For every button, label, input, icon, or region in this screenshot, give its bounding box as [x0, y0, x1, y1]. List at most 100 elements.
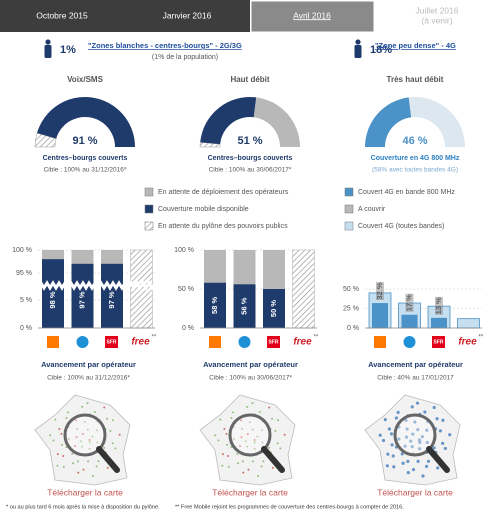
y-tick-label: 50 %: [343, 286, 359, 293]
bar: [263, 289, 285, 328]
gauge-segment: [408, 97, 465, 147]
map-dot: [75, 436, 78, 439]
map-dot: [396, 410, 400, 414]
tab-label[interactable]: Octobre 2015: [36, 10, 88, 20]
map-dot: [256, 435, 259, 438]
map-dot: [79, 440, 82, 443]
axis-break: [36, 280, 160, 291]
map-dot: [60, 432, 63, 435]
map-dot: [260, 429, 263, 432]
map-dot: [268, 446, 271, 449]
map-dot: [258, 410, 261, 413]
legend-swatch: [344, 221, 354, 231]
map-dot: [394, 416, 399, 420]
map-dot: [271, 417, 274, 420]
tab-label[interactable]: Avril 2016: [293, 10, 331, 20]
y-tick-label: 100 %: [174, 247, 194, 254]
gauge-title: Très haut débit: [387, 75, 444, 84]
gauge-segment: [199, 142, 221, 148]
tab-label[interactable]: Janvier 2016: [163, 10, 212, 20]
map-dot: [88, 439, 91, 441]
map-dot: [432, 405, 436, 410]
map-dot: [65, 416, 68, 419]
map-dot: [262, 460, 265, 463]
logo-free-mark: **: [479, 335, 484, 341]
map-dot: [242, 471, 245, 474]
map-dot: [49, 434, 52, 437]
map-dot: [248, 421, 251, 424]
map-dot: [415, 401, 420, 405]
map-dot: [223, 427, 226, 430]
map-dot: [246, 445, 249, 448]
map-dot: [279, 447, 282, 450]
person-icon: [44, 45, 52, 58]
map-dot: [253, 441, 256, 444]
bar-value-label: 97 %: [77, 291, 86, 308]
map-dot: [83, 421, 86, 424]
map-download-link[interactable]: Télécharger la carte: [377, 487, 453, 497]
map-dot: [58, 427, 61, 430]
tab-label[interactable]: Juillet 2016: [415, 5, 458, 15]
map-dot: [413, 420, 417, 424]
map-dot: [76, 460, 79, 463]
map-dot: [423, 410, 427, 414]
gauge-segment: [200, 97, 257, 145]
map-dot: [103, 446, 106, 449]
map-dot: [93, 410, 96, 413]
logo-sfr-bg: [267, 336, 280, 348]
gauge-segment: [36, 96, 135, 147]
map-dot: [392, 465, 396, 469]
logo-free-mark: **: [314, 335, 319, 341]
y-tick-label: 0 %: [347, 325, 359, 332]
person-icon: [355, 39, 361, 45]
map-download-link[interactable]: Télécharger la carte: [47, 487, 123, 497]
tab-note: (à venir): [421, 15, 452, 25]
map-dot: [403, 444, 407, 448]
logo-sfr: SFR: [107, 339, 117, 345]
map-dot: [236, 452, 239, 455]
logo-orange: [374, 336, 386, 348]
map-dot: [391, 454, 395, 458]
map-dot: [111, 419, 114, 422]
map-dot: [92, 475, 95, 478]
panel-title: Avancement par opérateur: [41, 360, 136, 369]
logo-free: free: [131, 337, 150, 348]
map-dot: [74, 445, 77, 448]
bar: [204, 282, 226, 328]
map-dot: [56, 464, 59, 467]
y-tick-label: 100 %: [12, 247, 32, 254]
map-dot: [241, 460, 244, 463]
magnifier-handle: [426, 446, 450, 473]
y-tick-label: 25 %: [343, 305, 359, 312]
map-dot: [385, 464, 389, 468]
gauge-target: Cible : 100% au 31/12/2016*: [44, 167, 127, 174]
person-icon: [45, 39, 51, 45]
bar-value-label: 98 %: [48, 291, 57, 308]
magnifier-lens: [393, 413, 437, 457]
map-dot: [424, 464, 429, 468]
map-dot: [271, 466, 274, 469]
map-dot: [109, 429, 112, 432]
map-dot: [268, 406, 271, 409]
map-dot: [421, 474, 425, 478]
map-dot: [227, 454, 230, 457]
map-outline: [199, 394, 296, 486]
map-dot: [386, 452, 390, 456]
map-dot: [416, 427, 420, 432]
map-dot: [71, 452, 74, 455]
tab-active[interactable]: [250, 0, 375, 33]
map-dot: [244, 440, 247, 443]
map-dot: [260, 465, 263, 468]
map-dot: [404, 418, 408, 422]
map-download-link[interactable]: Télécharger la carte: [212, 487, 288, 497]
map-dot: [67, 438, 70, 441]
map-dot: [438, 429, 443, 433]
gauge-caption: Couverture en 4G 800 MHz: [371, 155, 460, 162]
tab-bar: [0, 0, 250, 32]
map-dot: [410, 445, 414, 449]
map-dot: [225, 432, 228, 435]
zone-title: "Zone peu dense" - 4G: [375, 41, 456, 50]
bar-value-label: 97 %: [107, 291, 116, 308]
map-dot: [61, 443, 64, 446]
map-dot: [221, 453, 224, 456]
